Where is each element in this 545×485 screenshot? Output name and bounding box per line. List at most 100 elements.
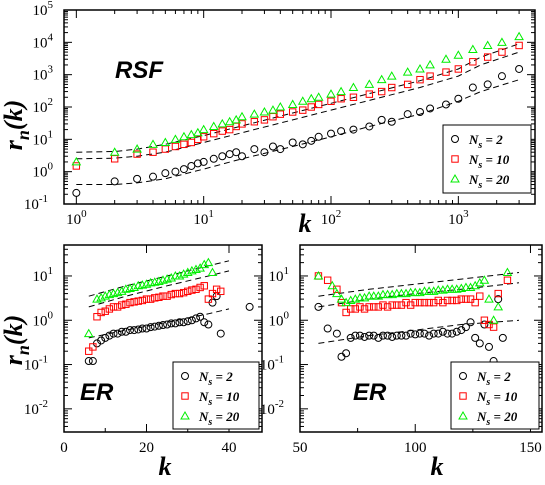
data-point [179, 131, 189, 141]
data-point [187, 138, 196, 147]
data-point [183, 317, 192, 326]
data-point [109, 329, 118, 338]
legend-label: Ns = 20 [476, 409, 518, 428]
data-point [364, 79, 375, 88]
data-point [448, 329, 457, 338]
x-tick-label: 100 [404, 440, 427, 456]
data-point [146, 323, 155, 332]
data-point [406, 301, 415, 309]
y-tick-label: 100 [269, 309, 290, 329]
data-point [199, 157, 208, 166]
band-line-1 [76, 51, 520, 160]
data-point [200, 282, 208, 290]
data-point [485, 320, 493, 329]
y-tick-label: 101 [33, 265, 54, 285]
data-point [515, 64, 524, 73]
data-point [434, 296, 442, 305]
data-point [474, 277, 485, 287]
data-point [129, 282, 139, 291]
data-point [314, 302, 323, 311]
data-point [110, 155, 119, 163]
data-point [488, 315, 499, 324]
data-point [83, 328, 94, 338]
data-point [84, 357, 93, 366]
data-point [260, 148, 269, 157]
panel-top: 100 101 102 103 10-1 100 101 102 103 104 105 RSF k rn… [0, 0, 536, 238]
data-point [416, 108, 425, 117]
data-point [388, 332, 397, 341]
data-point [126, 326, 134, 335]
data-point [288, 108, 297, 116]
data-point [429, 298, 438, 307]
data-point [441, 54, 451, 63]
data-point [365, 122, 374, 131]
data-point [377, 87, 386, 96]
data-point [356, 303, 364, 311]
data-point [332, 288, 342, 298]
data-point [497, 37, 507, 46]
data-point [342, 349, 351, 358]
data-point [97, 308, 105, 317]
data-point [515, 41, 523, 50]
data-point [200, 318, 209, 327]
data-point [313, 92, 324, 101]
data-point [167, 290, 175, 299]
data-point [105, 305, 114, 313]
data-point [216, 329, 225, 338]
x-axis-label: k [159, 452, 172, 481]
data-point [484, 294, 494, 303]
panel-annotation: RSF [115, 57, 164, 84]
plot-frame [299, 244, 543, 433]
data-point [494, 289, 502, 298]
data-point [287, 99, 298, 108]
data-point [471, 333, 480, 342]
data-point [276, 145, 285, 154]
data-point [402, 67, 413, 76]
data-point [225, 150, 234, 159]
data-point [130, 326, 139, 335]
data-point [92, 294, 102, 303]
data-point [442, 284, 453, 293]
data-point [392, 331, 401, 340]
data-point [327, 97, 335, 106]
data-point [109, 303, 118, 311]
data-point [374, 333, 383, 342]
series-0 [84, 292, 254, 366]
data-point [138, 296, 147, 305]
data-point [439, 298, 447, 307]
data-point [93, 313, 101, 321]
series-2 [83, 257, 218, 338]
plot-frame [63, 244, 263, 433]
data-point [365, 90, 374, 98]
x-tick-label: 100 [66, 208, 87, 228]
data-point [425, 298, 433, 307]
x-tick-label: 20 [139, 440, 154, 456]
data-point [374, 303, 383, 311]
data-point [180, 140, 188, 149]
legend-marker [181, 372, 189, 380]
data-point [249, 109, 260, 118]
series-1 [72, 41, 523, 170]
data-point [453, 50, 464, 59]
data-point [209, 154, 218, 163]
data-point [196, 283, 204, 292]
data-point [146, 295, 155, 303]
data-point [370, 303, 378, 311]
data-point [377, 115, 386, 124]
data-point [341, 297, 351, 307]
data-point [212, 292, 221, 301]
data-point [155, 293, 163, 301]
legend-marker [180, 410, 190, 420]
data-point [403, 80, 412, 89]
data-point [453, 296, 461, 305]
data-point [419, 286, 430, 295]
data-point [336, 86, 346, 96]
y-tick-label: 103 [33, 64, 54, 84]
data-point [160, 137, 171, 146]
data-point [454, 65, 463, 73]
data-point [388, 301, 396, 309]
data-point [130, 298, 138, 306]
data-point [196, 312, 205, 321]
data-point [178, 269, 189, 278]
data-point [179, 288, 188, 297]
